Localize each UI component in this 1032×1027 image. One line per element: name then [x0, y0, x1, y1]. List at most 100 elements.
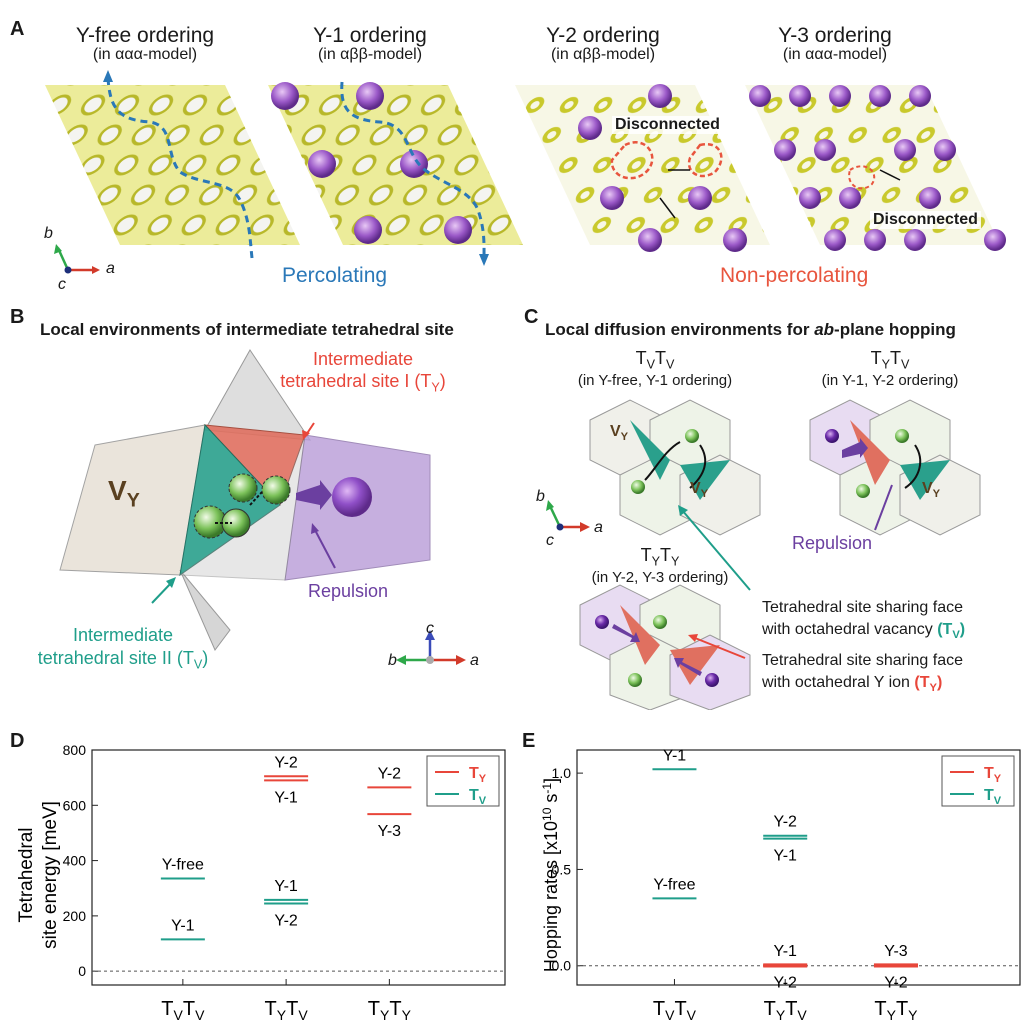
site-energy-chart: 0 200 400 600 800 TVTV TYTV TYTY Y-free Y-1 Y-2 Y-1… [16, 742, 506, 1023]
y-tick-label: 0.0 [552, 958, 572, 974]
y-tick-label: 800 [63, 742, 87, 758]
y-tick-label: 0.5 [552, 861, 572, 877]
vacancy-label-c1: VY [610, 423, 629, 444]
legend-label: TV [984, 787, 1002, 807]
axis-label-b-b: b [388, 652, 397, 669]
env2-note: (in Y-1, Y-2 ordering) [821, 372, 959, 389]
repulsion-arrow-b [296, 480, 332, 510]
y-tick-label: 400 [63, 853, 87, 869]
axis-label-c-b: c [426, 620, 434, 637]
x-tick-label: TVTV [161, 998, 205, 1023]
legend-label: TV [469, 787, 487, 807]
axes-c [546, 500, 590, 532]
axis-label-b-a: b [44, 225, 53, 242]
x-tick-label: TYTY [874, 998, 918, 1023]
yttrium-octahedra [271, 82, 1006, 252]
y-axis-label-line1: Tetrahedral [16, 827, 37, 922]
ordering-title-y3: Y-3 ordering [778, 24, 892, 47]
level-label: Y-free [653, 876, 695, 893]
site-ii-label: Intermediate tetrahedral site II (TV) [37, 625, 209, 672]
hopping-rate-chart: 0.0 0.5 1.0 TVTV TYTV TYTY Y-1 Y-free Y-2 Y-1 Y-1 Y… [540, 747, 1021, 1023]
level-label: Y-1 [274, 789, 298, 806]
ordering-model-y1: (in αββ-model) [317, 46, 423, 63]
level-label: Y-1 [773, 848, 797, 865]
isolated-path-y2b [687, 142, 723, 178]
li-ion-1 [228, 473, 258, 503]
lattice-yfree [45, 85, 300, 245]
level-label: Y-2 [274, 754, 298, 771]
legend-label: TY [469, 765, 487, 785]
legend-box [426, 755, 500, 807]
y-tick-label: 200 [63, 908, 87, 924]
axis-label-c-a: c [58, 276, 66, 293]
panel-b-letter: B [10, 306, 25, 328]
yttrium-ion [332, 477, 372, 517]
vacancy-label-c2: VY [690, 480, 709, 501]
ordering-model-yfree: (in ααα-model) [92, 46, 198, 63]
site-i-label: Intermediate tetrahedral site I (TY) [280, 349, 446, 395]
y-tick-label: 1.0 [552, 765, 572, 781]
env3-note: (in Y-2, Y-3 ordering) [591, 569, 729, 586]
ordering-structures [45, 70, 1006, 274]
disconnected-label-2: Disconnected [870, 211, 981, 229]
panel-b-title: Local environments of intermediate tetra… [40, 320, 454, 339]
isolated-path-y2a [610, 141, 654, 180]
ordering-model-y3: (in ααα-model) [782, 46, 888, 63]
panel-e-letter: E [522, 730, 536, 752]
axis-label-a-b: a [470, 652, 479, 669]
tv-description: Tetrahedral site sharing face with octah… [762, 599, 966, 642]
axis-label-c-c: c [546, 532, 554, 549]
panel-d-letter: D [10, 730, 25, 752]
legend-label: TY [984, 765, 1002, 785]
repulsion-label-b: Repulsion [308, 581, 389, 601]
level-label: Y-3 [884, 943, 908, 960]
level-label: Y-2 [274, 912, 298, 929]
isolated-path-y3 [848, 165, 876, 190]
x-tick-label: TYTV [265, 998, 309, 1023]
panel-a-letter: A [10, 18, 25, 40]
level-label: Y-1 [773, 943, 797, 960]
x-tick-label: TVTV [653, 998, 697, 1023]
x-tick-label: TYTY [368, 998, 412, 1023]
non-percolating-label: Non-percolating [720, 264, 869, 287]
axis-label-a-c: a [594, 519, 603, 536]
env2-label: TYTV [870, 348, 910, 372]
env3-diagram [579, 584, 751, 710]
env1-diagram [589, 399, 761, 536]
percolation-path-y1 [340, 81, 486, 261]
legend-box [941, 755, 1015, 807]
y-axis-label: Hopping rates [x1010 s-1] [540, 778, 561, 972]
env3-label: TYTY [640, 545, 680, 569]
ty-description: Tetrahedral site sharing face with octah… [762, 652, 963, 695]
li-ion-2 [261, 475, 291, 505]
level-label: Y-2 [773, 975, 797, 992]
axis-label-a-a: a [106, 260, 115, 277]
tetrahedral-site-diagram [59, 349, 466, 665]
axes-b [396, 630, 466, 665]
level-label: Y-2 [773, 814, 797, 831]
ordering-model-y2: (in αββ-model) [550, 46, 656, 63]
x-tick-label: TYTV [764, 998, 808, 1023]
vacancy-label-c3: VY [922, 480, 941, 501]
plot-frame [91, 749, 506, 986]
ordering-title-y2: Y-2 ordering [546, 24, 660, 47]
level-label: Y-1 [171, 917, 195, 934]
level-label: Y-2 [378, 765, 402, 782]
lattice-y2 [515, 85, 770, 245]
percolating-label: Percolating [282, 264, 388, 287]
level-label: Y-1 [663, 747, 687, 764]
level-label: Y-free [162, 857, 204, 874]
lattice-y1 [268, 85, 523, 245]
axis-label-b-c: b [536, 488, 545, 505]
env1-label: TVTV [635, 348, 675, 372]
env2-diagram [809, 399, 981, 536]
level-label: Y-3 [378, 823, 402, 840]
y-tick-label: 0 [78, 963, 86, 979]
hopping-environments [546, 399, 981, 710]
level-label: Y-1 [274, 878, 298, 895]
env1-note: (in Y-free, Y-1 ordering) [577, 372, 733, 389]
level-label: Y-2 [884, 975, 908, 992]
repulsion-label-c: Repulsion [792, 533, 873, 553]
vacancy-label-b: VY [108, 475, 140, 512]
panel-c-letter: C [524, 306, 539, 328]
